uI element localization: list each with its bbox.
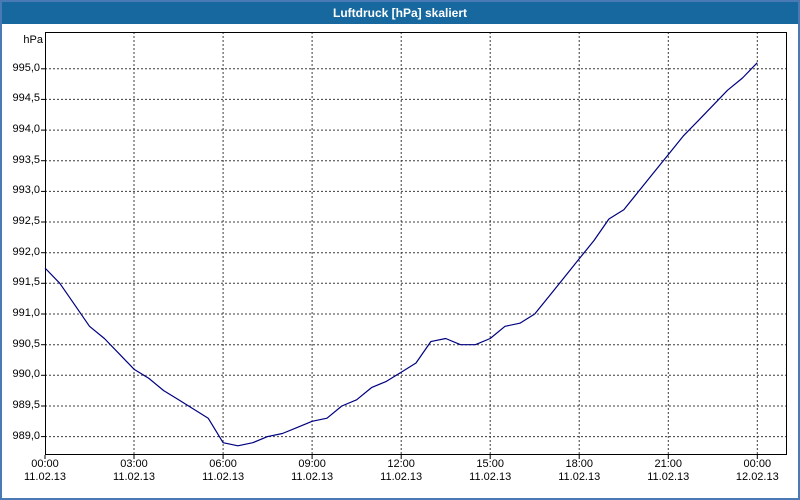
chart-title-bar: Luftdruck [hPa] skaliert [2,2,798,24]
y-tick-label: 991,0 [12,307,40,319]
pressure-line-chart [41,32,787,459]
x-tick-label: 12:00 11.02.13 [380,458,422,484]
x-tick-label: 00:00 11.02.13 [24,458,66,484]
x-tick-date: 11.02.13 [291,471,334,483]
x-tick-label: 21:00 11.02.13 [647,458,689,484]
x-tick-date: 11.02.13 [647,471,690,483]
x-tick-time: 06:00 [209,458,237,470]
y-tick-label: 992,5 [12,215,40,228]
x-tick-time: 18:00 [565,458,593,470]
x-tick-time: 03:00 [120,458,148,470]
x-tick-label: 15:00 11.02.13 [469,458,511,484]
x-tick-date: 11.02.13 [202,471,245,483]
x-tick-date: 11.02.13 [558,471,601,483]
y-tick-label: 993,0 [12,184,40,197]
y-tick-label: 993,5 [12,153,40,166]
x-tick-time: 09:00 [298,458,326,470]
x-tick-time: 21:00 [654,458,683,470]
x-tick-date: 11.02.13 [380,471,423,483]
y-tick-label: 989,5 [12,398,40,411]
y-tick-label: 992,0 [12,245,40,258]
y-tick-label: 989,0 [12,429,40,442]
x-tick-date: 11.02.13 [113,471,156,483]
x-tick-time: 15:00 [476,458,504,470]
y-tick-label: 994,5 [12,92,40,105]
x-tick-date: 11.02.13 [469,471,512,483]
x-tick-label: 18:00 11.02.13 [558,458,600,484]
x-tick-time: 00:00 [743,458,772,470]
x-tick-label: 06:00 11.02.13 [202,458,244,484]
chart-title: Luftdruck [hPa] skaliert [332,6,468,20]
y-axis-unit-label: hPa [23,34,43,46]
y-tick-label: 994,0 [12,123,40,136]
x-tick-time: 00:00 [31,458,59,470]
y-tick-label: 990,5 [12,337,40,350]
y-tick-label: 995,0 [12,61,40,74]
x-tick-date: 11.02.13 [23,471,67,483]
x-tick-label: 00:00 12.02.13 [736,458,779,484]
y-tick-label: 990,0 [12,368,40,381]
y-tick-label: 991,5 [12,276,40,289]
x-tick-date: 12.02.13 [735,471,779,483]
x-tick-time: 12:00 [387,458,415,470]
x-tick-label: 03:00 11.02.13 [113,458,155,484]
x-tick-label: 09:00 11.02.13 [291,458,333,484]
